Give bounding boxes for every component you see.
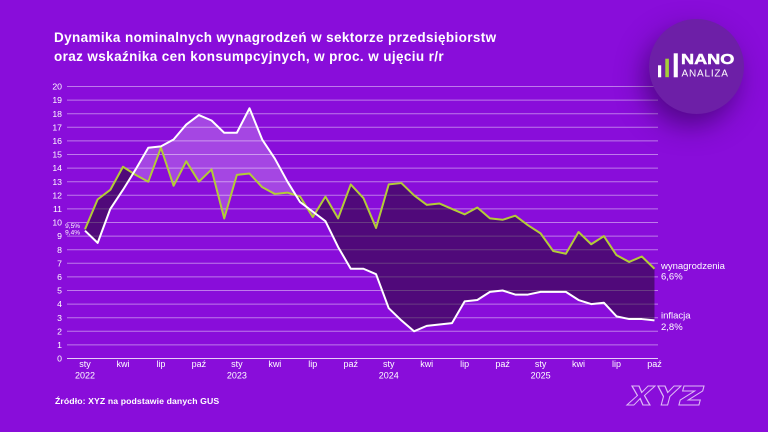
svg-text:13: 13	[52, 177, 62, 187]
svg-text:2: 2	[57, 326, 62, 336]
svg-text:sty: sty	[231, 359, 243, 369]
svg-text:paź: paź	[343, 359, 358, 369]
svg-text:lip: lip	[156, 359, 165, 369]
svg-text:paź: paź	[192, 359, 207, 369]
svg-text:lip: lip	[612, 359, 621, 369]
svg-text:9,4%: 9,4%	[65, 229, 80, 236]
svg-text:ANALIZA: ANALIZA	[682, 68, 729, 79]
svg-text:8: 8	[57, 245, 62, 255]
svg-text:2023: 2023	[227, 371, 247, 381]
svg-text:10: 10	[52, 218, 62, 228]
svg-text:kwi: kwi	[116, 359, 129, 369]
svg-text:17: 17	[52, 122, 62, 132]
svg-text:18: 18	[52, 109, 62, 119]
svg-text:NANO: NANO	[681, 52, 735, 68]
svg-text:11: 11	[53, 204, 62, 214]
svg-text:7: 7	[57, 258, 62, 268]
svg-text:kwi: kwi	[572, 359, 585, 369]
svg-text:sty: sty	[535, 359, 547, 369]
svg-text:14: 14	[52, 163, 62, 173]
svg-text:sty: sty	[79, 359, 91, 369]
svg-text:2024: 2024	[379, 371, 399, 381]
svg-text:0: 0	[57, 354, 62, 364]
svg-text:inflacja: inflacja	[661, 311, 691, 322]
svg-text:kwi: kwi	[268, 359, 281, 369]
svg-text:19: 19	[52, 95, 62, 105]
svg-text:20: 20	[52, 82, 62, 92]
svg-text:paź: paź	[647, 359, 662, 369]
svg-text:lip: lip	[308, 359, 317, 369]
svg-text:6,6%: 6,6%	[661, 272, 683, 283]
svg-text:sty: sty	[383, 359, 395, 369]
svg-text:6: 6	[57, 272, 62, 282]
svg-text:15: 15	[52, 150, 62, 160]
svg-text:paź: paź	[495, 359, 510, 369]
svg-text:12: 12	[52, 190, 62, 200]
svg-text:3: 3	[57, 313, 62, 323]
svg-text:2025: 2025	[531, 371, 551, 381]
svg-text:1: 1	[57, 340, 62, 350]
svg-text:lip: lip	[460, 359, 469, 369]
svg-text:wynagrodzenia: wynagrodzenia	[660, 261, 726, 272]
svg-text:4: 4	[57, 299, 62, 309]
svg-text:2,8%: 2,8%	[661, 322, 683, 333]
svg-text:kwi: kwi	[420, 359, 433, 369]
svg-text:16: 16	[52, 136, 62, 146]
svg-text:9,5%: 9,5%	[65, 223, 80, 230]
svg-text:9: 9	[57, 231, 62, 241]
svg-text:2022: 2022	[75, 371, 95, 381]
svg-text:5: 5	[57, 286, 62, 296]
